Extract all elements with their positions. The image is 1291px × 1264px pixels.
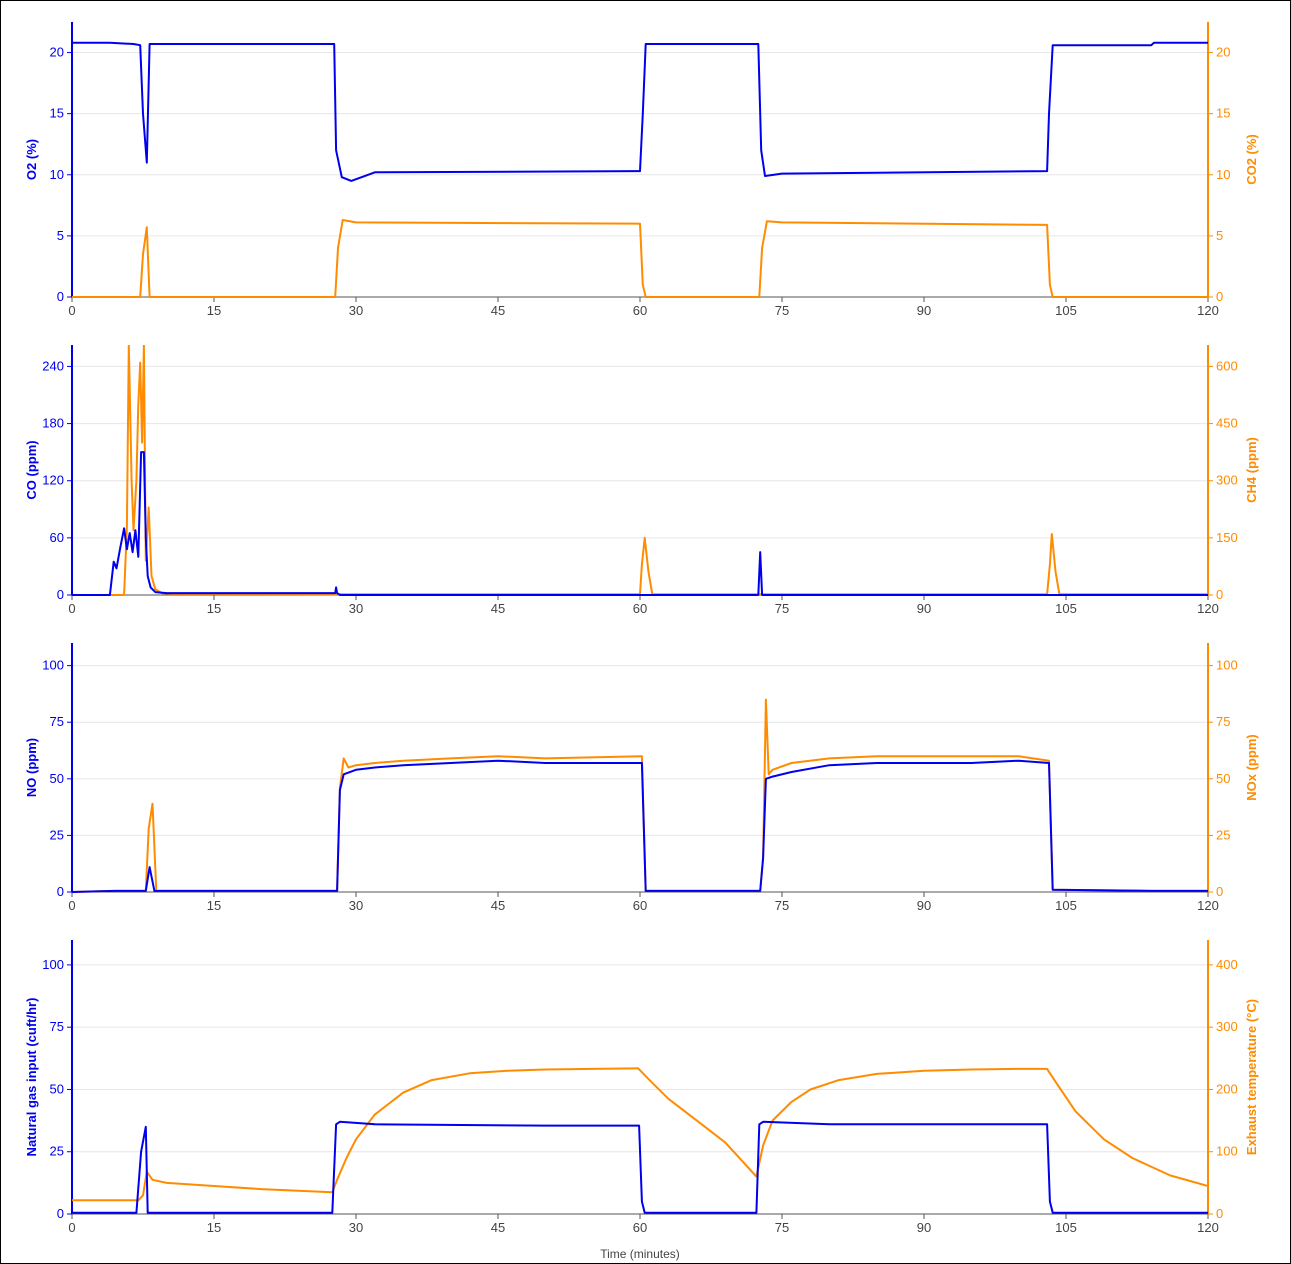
y-right-tick-label: 600: [1216, 358, 1238, 373]
x-tick-label: 120: [1197, 303, 1219, 318]
y-right-tick-label: 150: [1216, 530, 1238, 545]
y-left-tick-label: 75: [50, 714, 64, 729]
y-right-tick-label: 5: [1216, 228, 1223, 243]
y-left-tick-label: 25: [50, 1144, 64, 1159]
x-tick-label: 15: [207, 1220, 221, 1235]
y-right-tick-label: 300: [1216, 1019, 1238, 1034]
y-right-tick-label: 15: [1216, 106, 1230, 121]
y-right-tick-label: 100: [1216, 658, 1238, 673]
y-left-tick-label: 15: [50, 106, 64, 121]
y-left-axis-title: O2 (%): [24, 139, 39, 180]
x-tick-label: 30: [349, 1220, 363, 1235]
y-right-tick-label: 0: [1216, 587, 1223, 602]
series-line-left-panel-4: [72, 1120, 1208, 1214]
y-right-tick-label: 200: [1216, 1081, 1238, 1096]
y-left-axis-title: Natural gas input (cuft/hr): [24, 998, 39, 1157]
x-tick-label: 45: [491, 303, 505, 318]
y-left-tick-label: 100: [42, 957, 64, 972]
x-tick-label: 30: [349, 601, 363, 616]
series-line-right-panel-1: [72, 219, 1208, 298]
y-left-tick-label: 50: [50, 771, 64, 786]
x-tick-label: 30: [349, 898, 363, 913]
series-line-right-panel-3: [72, 698, 1208, 893]
y-left-tick-label: 75: [50, 1019, 64, 1034]
y-left-axis-title: CO (ppm): [24, 440, 39, 499]
x-tick-label: 120: [1197, 898, 1219, 913]
y-right-tick-label: 0: [1216, 1206, 1223, 1221]
y-right-axis-title: CO2 (%): [1244, 134, 1259, 185]
y-right-axis-title: CH4 (ppm): [1244, 437, 1259, 503]
x-tick-label: 105: [1055, 1220, 1077, 1235]
x-tick-label: 60: [633, 601, 647, 616]
x-tick-label: 105: [1055, 898, 1077, 913]
y-left-tick-label: 60: [50, 530, 64, 545]
x-tick-label: 45: [491, 1220, 505, 1235]
y-right-tick-label: 0: [1216, 289, 1223, 304]
x-tick-label: 90: [917, 601, 931, 616]
y-left-tick-label: 25: [50, 827, 64, 842]
x-tick-label: 45: [491, 898, 505, 913]
y-left-tick-label: 120: [42, 473, 64, 488]
y-right-tick-label: 20: [1216, 45, 1230, 60]
x-tick-label: 75: [775, 601, 789, 616]
x-tick-label: 105: [1055, 601, 1077, 616]
x-tick-label: 30: [349, 303, 363, 318]
x-tick-label: 90: [917, 303, 931, 318]
x-tick-label: 105: [1055, 303, 1077, 318]
y-right-tick-label: 10: [1216, 167, 1230, 182]
x-tick-label: 75: [775, 303, 789, 318]
series-line-left-panel-3: [72, 759, 1208, 893]
y-right-tick-label: 450: [1216, 416, 1238, 431]
y-right-axis-title: Exhaust temperature (°C): [1244, 999, 1259, 1155]
y-right-tick-label: 100: [1216, 1144, 1238, 1159]
series-line-right-panel-2: [72, 345, 1208, 596]
x-tick-label: 90: [917, 1220, 931, 1235]
y-right-tick-label: 0: [1216, 884, 1223, 899]
x-tick-label: 15: [207, 303, 221, 318]
x-tick-label: 15: [207, 601, 221, 616]
y-left-tick-label: 0: [57, 289, 64, 304]
y-left-tick-label: 5: [57, 228, 64, 243]
series-line-left-panel-1: [72, 41, 1208, 182]
x-tick-label: 90: [917, 898, 931, 913]
x-tick-label: 60: [633, 898, 647, 913]
y-left-tick-label: 0: [57, 1206, 64, 1221]
x-tick-label: 60: [633, 303, 647, 318]
x-tick-label: 15: [207, 898, 221, 913]
x-tick-label: 0: [68, 898, 75, 913]
y-left-tick-label: 100: [42, 658, 64, 673]
y-right-tick-label: 50: [1216, 771, 1230, 786]
y-right-tick-label: 300: [1216, 473, 1238, 488]
series-line-right-panel-4: [72, 1067, 1208, 1202]
y-left-tick-label: 0: [57, 884, 64, 899]
y-right-axis-title: NOx (ppm): [1244, 734, 1259, 800]
x-tick-label: 120: [1197, 1220, 1219, 1235]
y-right-tick-label: 400: [1216, 957, 1238, 972]
x-tick-label: 0: [68, 1220, 75, 1235]
y-right-tick-label: 25: [1216, 827, 1230, 842]
x-tick-label: 0: [68, 303, 75, 318]
x-tick-label: 0: [68, 601, 75, 616]
x-tick-label: 120: [1197, 601, 1219, 616]
y-left-tick-label: 50: [50, 1081, 64, 1096]
x-tick-label: 45: [491, 601, 505, 616]
y-left-tick-label: 240: [42, 358, 64, 373]
y-left-axis-title: NO (ppm): [24, 738, 39, 797]
y-left-tick-label: 180: [42, 416, 64, 431]
series-line-left-panel-2: [72, 451, 1208, 596]
y-left-tick-label: 20: [50, 45, 64, 60]
x-tick-label: 60: [633, 1220, 647, 1235]
y-right-tick-label: 75: [1216, 714, 1230, 729]
y-left-tick-label: 10: [50, 167, 64, 182]
y-left-tick-label: 0: [57, 587, 64, 602]
x-axis-title: Time (minutes): [600, 1247, 680, 1261]
x-tick-label: 75: [775, 898, 789, 913]
x-tick-label: 75: [775, 1220, 789, 1235]
